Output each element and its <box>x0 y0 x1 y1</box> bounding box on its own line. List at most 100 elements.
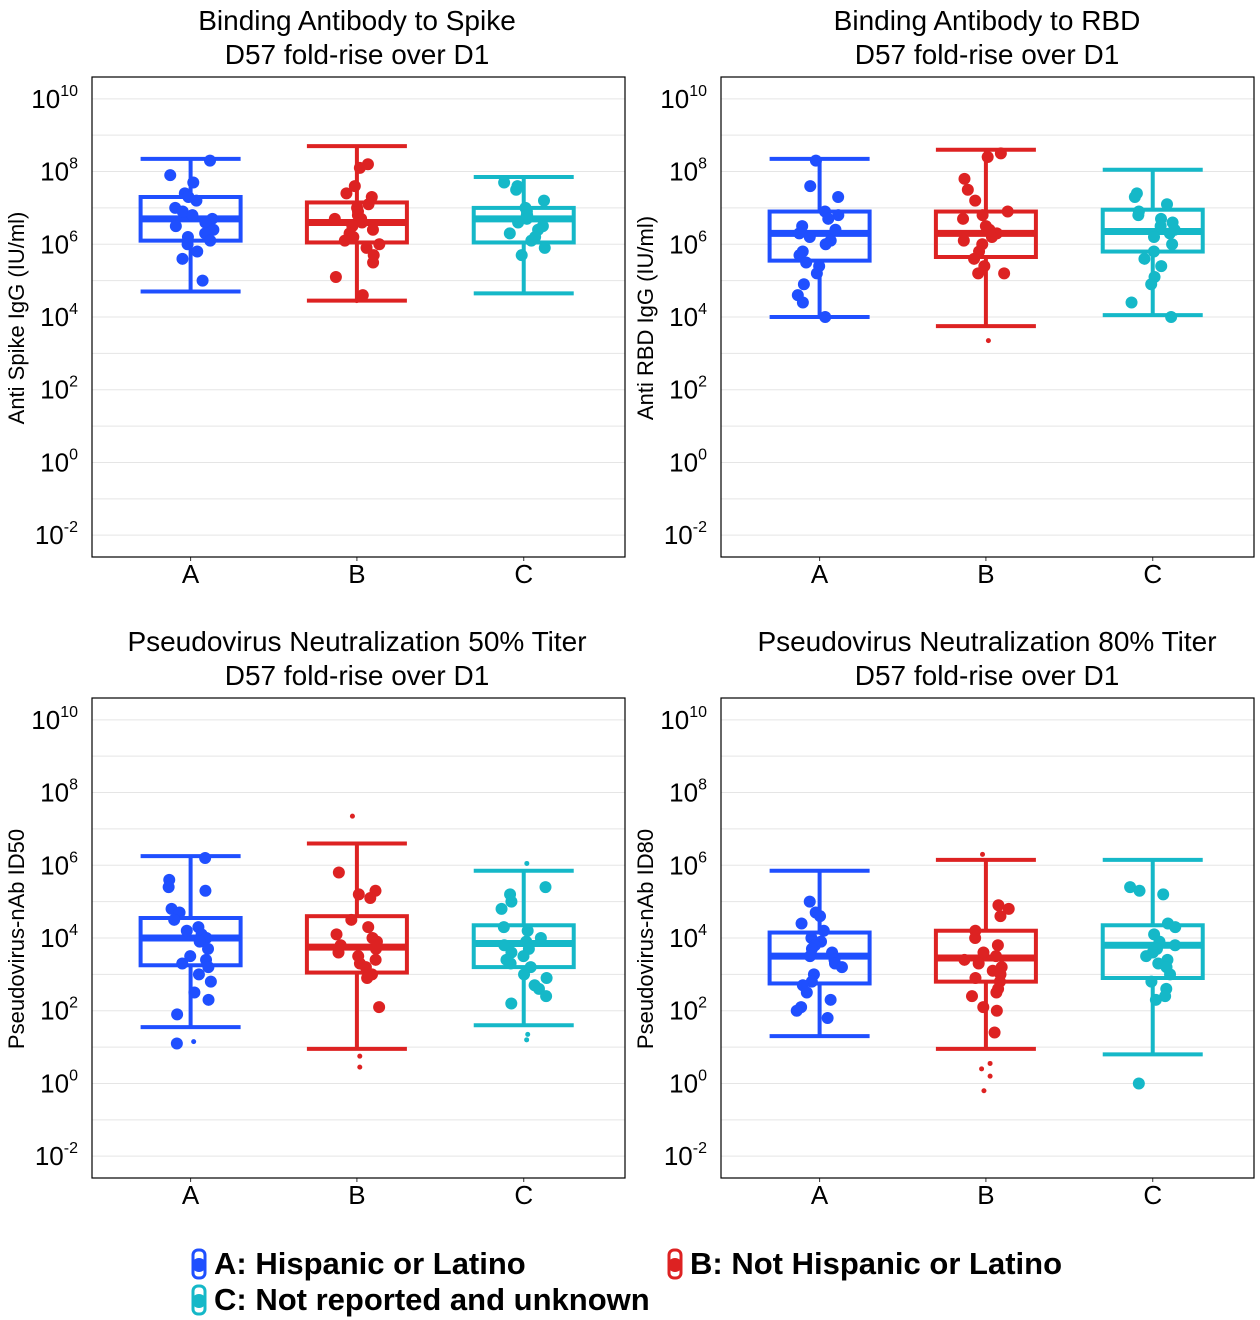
panel-frame <box>91 76 626 558</box>
data-point <box>1145 278 1158 291</box>
data-point <box>512 216 525 229</box>
panel-title-line2: D57 fold-rise over D1 <box>225 660 490 691</box>
data-point <box>356 289 369 302</box>
x-tick-label: C <box>514 1180 533 1210</box>
data-point <box>805 975 818 988</box>
outlier-point <box>985 338 991 344</box>
legend-item-b: B: Not Hispanic or Latino <box>664 1246 1062 1282</box>
data-point <box>191 245 204 258</box>
data-point <box>958 172 971 185</box>
data-point <box>819 238 832 251</box>
data-point <box>510 183 523 196</box>
data-point <box>1132 209 1145 222</box>
y-axis-label: Anti Spike IgG (IU/ml) <box>4 212 29 425</box>
data-point <box>495 902 508 915</box>
x-tick-label: C <box>514 559 533 589</box>
data-point <box>969 194 982 207</box>
data-point <box>539 881 552 894</box>
data-point <box>515 249 528 262</box>
data-point <box>985 231 998 243</box>
outlier-point <box>357 1064 363 1070</box>
data-point <box>176 205 189 218</box>
data-point <box>990 1004 1003 1017</box>
data-point <box>367 256 380 269</box>
data-point <box>976 209 989 222</box>
data-point <box>832 209 845 222</box>
y-tick-label: 106 <box>669 849 707 880</box>
data-point <box>353 161 366 174</box>
box-b <box>933 851 1038 1094</box>
data-point <box>968 252 981 265</box>
x-tick-label: C <box>1143 559 1162 589</box>
data-point <box>814 910 827 923</box>
data-point <box>338 234 351 247</box>
y-tick-label: 1010 <box>660 83 707 114</box>
y-tick-label: 10-2 <box>664 1140 707 1171</box>
data-point <box>1169 939 1182 952</box>
y-tick-label: 104 <box>40 922 78 953</box>
data-point <box>362 198 375 211</box>
data-point <box>803 231 816 243</box>
data-point <box>504 957 517 970</box>
data-point <box>1128 191 1141 203</box>
data-point <box>800 256 813 269</box>
data-point <box>196 274 209 287</box>
data-point <box>202 942 215 955</box>
data-point <box>981 151 994 163</box>
data-point <box>534 932 547 944</box>
data-point <box>193 935 206 948</box>
data-point <box>1148 231 1161 243</box>
data-point <box>202 993 215 1006</box>
data-point <box>328 212 341 225</box>
box-c <box>471 175 576 296</box>
data-point <box>972 957 985 970</box>
data-point <box>204 975 217 988</box>
panel-title-line1: Pseudovirus Neutralization 80% Titer <box>757 626 1216 657</box>
outlier-point <box>354 298 360 304</box>
data-point <box>809 154 822 167</box>
data-point <box>1154 220 1167 233</box>
x-tick-label: B <box>348 559 365 589</box>
data-point <box>162 881 175 894</box>
data-point <box>503 227 516 240</box>
data-point <box>804 180 817 193</box>
data-point <box>1001 205 1014 218</box>
legend-key-a-icon <box>191 1248 207 1280</box>
legend-label-c: C: Not reported and unknown <box>214 1282 650 1317</box>
y-tick-label: 102 <box>40 374 78 405</box>
y-tick-label: 106 <box>40 228 78 259</box>
box-c <box>471 860 576 1043</box>
data-point <box>188 986 201 999</box>
data-point <box>1133 884 1146 897</box>
data-point <box>793 227 806 240</box>
x-tick-label: A <box>811 1180 829 1210</box>
panel-3: Pseudovirus Neutralization 50% TiterD57 … <box>4 626 626 1210</box>
data-point <box>192 968 205 981</box>
legend: A: Hispanic or Latino B: Not Hispanic or… <box>188 1244 1188 1320</box>
data-point <box>538 194 551 207</box>
y-tick-label: 104 <box>669 301 707 332</box>
data-point <box>795 917 808 930</box>
data-point <box>1163 227 1176 240</box>
data-point <box>992 899 1005 912</box>
y-tick-label: 10-2 <box>35 1140 78 1171</box>
data-point <box>204 154 217 167</box>
data-point <box>369 953 382 966</box>
data-point <box>989 950 1002 963</box>
outlier-point <box>979 1066 985 1072</box>
y-tick-label: 100 <box>40 1067 78 1098</box>
data-point <box>373 1001 386 1014</box>
data-point <box>969 972 982 984</box>
x-tick-label: A <box>182 559 200 589</box>
data-point <box>1138 252 1151 265</box>
data-point <box>329 271 342 283</box>
y-tick-label: 108 <box>669 777 707 808</box>
data-point <box>832 191 845 203</box>
data-point <box>957 212 970 225</box>
data-point <box>822 212 835 225</box>
data-point <box>356 216 369 229</box>
data-point <box>800 986 813 999</box>
data-point <box>181 238 194 251</box>
data-point <box>977 1001 990 1014</box>
